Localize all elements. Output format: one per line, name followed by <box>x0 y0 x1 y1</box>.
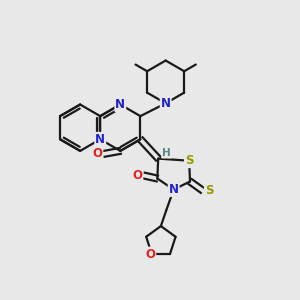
Text: N: N <box>115 98 125 111</box>
Text: N: N <box>95 133 105 146</box>
Text: N: N <box>169 183 179 196</box>
Text: O: O <box>92 147 102 161</box>
Text: S: S <box>185 154 194 167</box>
Text: S: S <box>205 184 213 197</box>
Text: H: H <box>162 148 171 158</box>
Text: O: O <box>145 248 155 260</box>
Text: O: O <box>132 169 142 182</box>
Text: N: N <box>160 97 171 110</box>
